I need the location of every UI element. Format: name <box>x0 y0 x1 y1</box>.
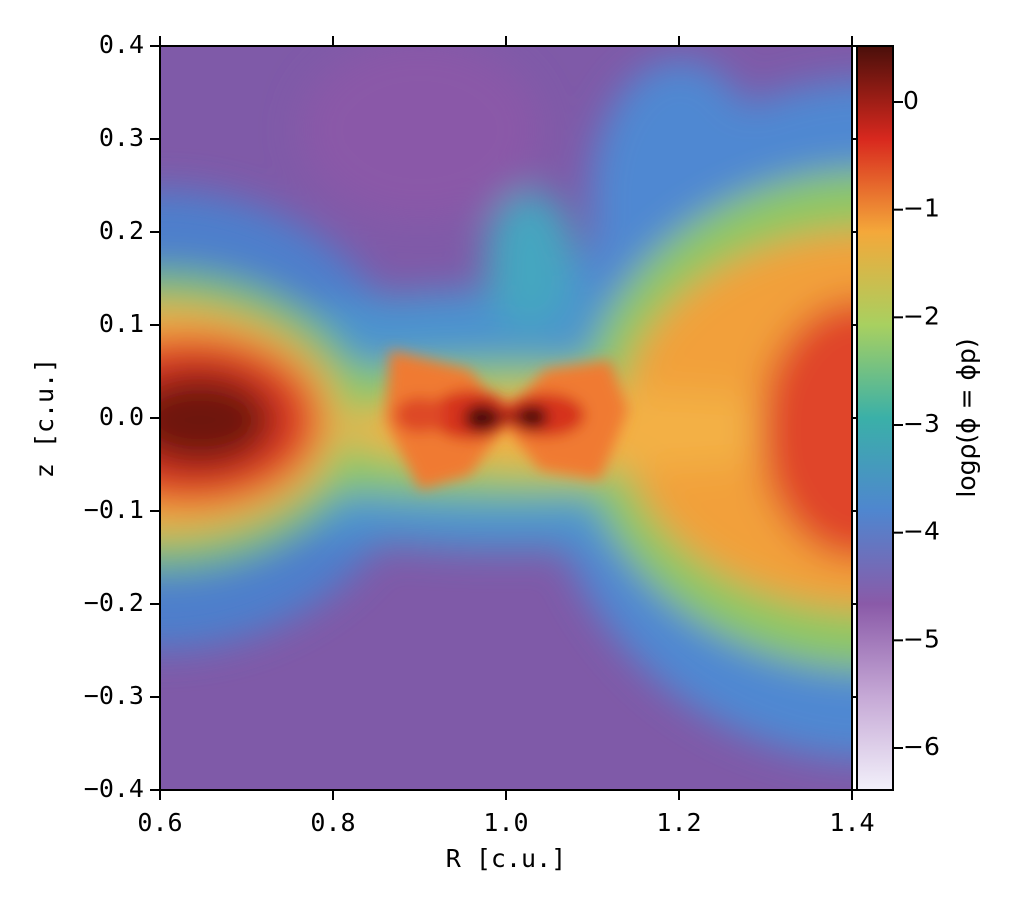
y-tick-label: 0.2 <box>99 216 144 245</box>
x-tick-label: 1.0 <box>483 808 528 837</box>
colorbar-tick-label: −1 <box>903 194 940 223</box>
colorbar-tick-label: −2 <box>903 301 940 330</box>
y-tick-label: 0.4 <box>99 30 144 59</box>
colorbar <box>856 45 894 791</box>
y-tick-label: −0.2 <box>84 588 144 617</box>
x-tick-label: 1.4 <box>829 808 874 837</box>
colorbar-tick-label: −4 <box>903 517 940 546</box>
x-axis-label: R [c.u.] <box>446 844 566 873</box>
density-field <box>160 46 852 790</box>
y-tick-label: −0.4 <box>84 774 144 803</box>
colorbar-tick-label: 0 <box>903 86 919 115</box>
y-tick-label: 0.1 <box>99 309 144 338</box>
y-tick-label: 0.0 <box>99 402 144 431</box>
y-axis-label: z [c.u.] <box>30 358 59 478</box>
colorbar-label: logρ(ϕ = ϕp) <box>952 338 981 497</box>
y-tick-label: −0.3 <box>84 681 144 710</box>
colorbar-tick-label: −6 <box>903 732 940 761</box>
colorbar-tick-label: −3 <box>903 409 940 438</box>
x-tick-label: 0.6 <box>137 808 182 837</box>
colorbar-tick-label: −5 <box>903 624 940 653</box>
x-tick-label: 1.2 <box>656 808 701 837</box>
y-tick-label: −0.1 <box>84 495 144 524</box>
y-tick-label: 0.3 <box>99 123 144 152</box>
x-tick-label: 0.8 <box>310 808 355 837</box>
